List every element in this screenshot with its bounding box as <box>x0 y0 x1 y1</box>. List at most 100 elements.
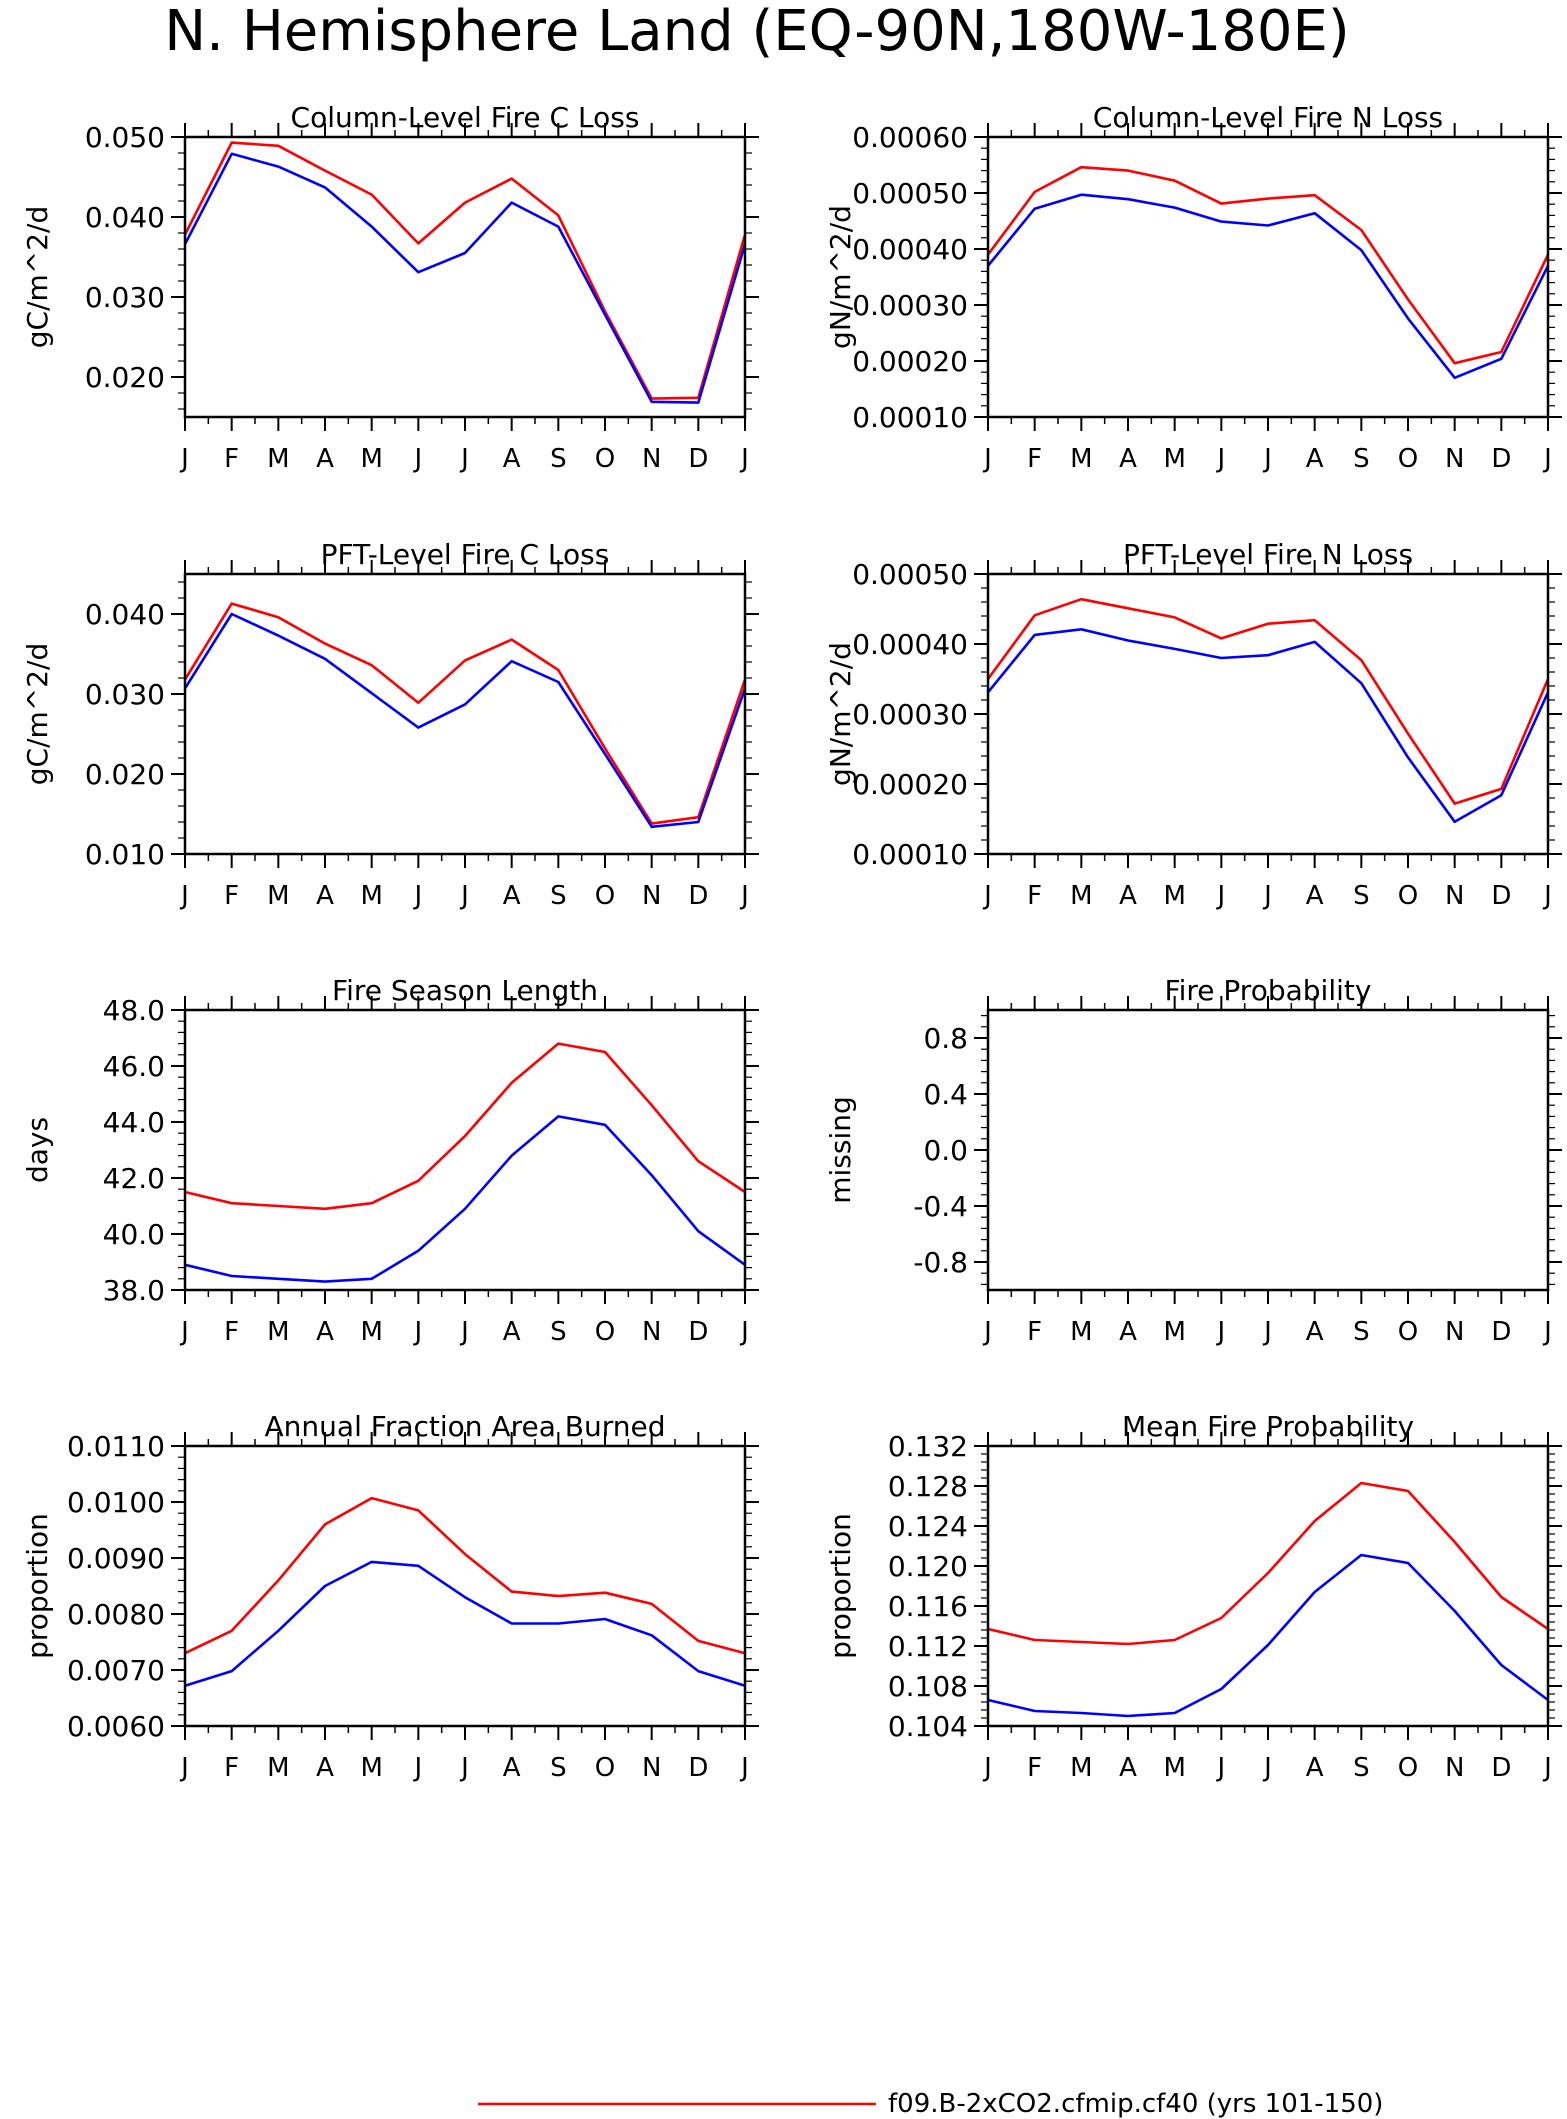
series-line <box>184 1560 746 1687</box>
x-tick-label: F <box>1027 881 1042 911</box>
y-tick-label: 0.108 <box>888 1670 968 1703</box>
y-axis-label: gC/m^2/d <box>21 643 54 786</box>
x-tick-label: J <box>982 444 992 474</box>
x-tick-label: J <box>459 1753 469 1783</box>
x-tick-label: A <box>1119 1753 1137 1783</box>
x-tick-label: N <box>642 444 661 474</box>
x-tick-label: J <box>179 444 189 474</box>
y-tick-label: 48.0 <box>103 994 165 1027</box>
y-tick-label: 0.010 <box>85 838 165 871</box>
y-tick-label: 40.0 <box>103 1218 165 1251</box>
x-tick-label: A <box>1306 444 1324 474</box>
x-tick-label: J <box>982 881 992 911</box>
x-tick-label: M <box>360 444 382 474</box>
x-tick-label: N <box>642 881 661 911</box>
x-tick-label: N <box>1445 1317 1464 1347</box>
y-tick-label: 0.132 <box>888 1430 968 1463</box>
x-tick-label: O <box>595 1317 615 1347</box>
y-tick-label: 0.00060 <box>852 121 968 154</box>
x-tick-label: J <box>982 1753 992 1783</box>
x-tick-label: A <box>1306 1317 1324 1347</box>
x-tick-label: J <box>739 1317 749 1347</box>
y-tick-label: 0.0 <box>923 1134 968 1167</box>
x-tick-label: O <box>1398 1317 1418 1347</box>
series-line <box>184 1115 746 1283</box>
x-tick-label: J <box>412 1753 422 1783</box>
y-tick-label: 0.4 <box>923 1078 968 1111</box>
x-tick-label: A <box>316 1753 334 1783</box>
y-tick-label: 0.00010 <box>852 401 968 434</box>
x-tick-label: S <box>550 881 567 911</box>
x-tick-label: J <box>739 444 749 474</box>
x-tick-label: J <box>739 881 749 911</box>
y-tick-label: 0.00050 <box>852 177 968 210</box>
y-tick-label: 0.00020 <box>852 345 968 378</box>
y-tick-label: 0.0070 <box>67 1654 165 1687</box>
x-tick-label: S <box>1353 1753 1370 1783</box>
x-tick-label: M <box>1163 881 1185 911</box>
x-tick-label: O <box>595 881 615 911</box>
x-tick-label: S <box>1353 881 1370 911</box>
y-tick-label: 0.120 <box>888 1550 968 1583</box>
y-tick-label: 0.0060 <box>67 1710 165 1743</box>
series-line <box>986 165 1550 365</box>
y-axis-label: days <box>21 1117 54 1183</box>
x-tick-label: D <box>1491 1317 1511 1347</box>
series-line <box>183 141 747 400</box>
x-tick-label: A <box>316 444 334 474</box>
series-line <box>986 597 1550 805</box>
x-tick-label: D <box>688 1317 708 1347</box>
legend-label: f09.B-2xCO2.cfmip.cf40 (yrs 101-150) <box>888 2089 1383 2119</box>
x-tick-label: J <box>412 1317 422 1347</box>
x-tick-label: A <box>1119 1317 1137 1347</box>
y-axis-label: missing <box>824 1096 857 1204</box>
y-tick-label: 0.0080 <box>67 1598 165 1631</box>
series-line <box>184 1496 746 1655</box>
x-tick-label: S <box>1353 1317 1370 1347</box>
plot-frame <box>986 1444 1550 1728</box>
figure-title: N. Hemisphere Land (EQ-90N,180W-180E) <box>164 0 1350 64</box>
y-tick-label: 0.128 <box>888 1470 968 1503</box>
x-tick-label: N <box>1445 881 1464 911</box>
x-tick-label: F <box>224 881 239 911</box>
y-tick-label: 0.00050 <box>852 558 968 591</box>
x-tick-label: D <box>688 881 708 911</box>
x-tick-label: F <box>224 444 239 474</box>
y-tick-label: 0.00030 <box>852 698 968 731</box>
x-tick-label: O <box>1398 444 1418 474</box>
plot-frame <box>183 1008 747 1292</box>
x-tick-label: M <box>267 1317 289 1347</box>
x-tick-label: J <box>1542 444 1552 474</box>
y-tick-label: 44.0 <box>103 1106 165 1139</box>
x-tick-label: A <box>316 881 334 911</box>
series-line <box>183 612 747 829</box>
x-tick-label: J <box>1262 1317 1272 1347</box>
x-tick-label: A <box>503 1317 521 1347</box>
x-tick-label: J <box>179 1317 189 1347</box>
y-axis-label: proportion <box>21 1513 54 1659</box>
y-tick-label: 0.020 <box>85 361 165 394</box>
x-tick-label: M <box>1163 444 1185 474</box>
x-tick-label: A <box>503 444 521 474</box>
x-tick-label: S <box>550 1753 567 1783</box>
x-tick-label: J <box>459 881 469 911</box>
x-tick-label: A <box>1119 881 1137 911</box>
y-tick-label: 0.00040 <box>852 628 968 661</box>
y-tick-label: 0.030 <box>85 281 165 314</box>
series-line <box>183 602 747 825</box>
x-tick-label: N <box>1445 444 1464 474</box>
x-tick-label: F <box>1027 444 1042 474</box>
legend: f09.B-2xCO2.cfmip.cf40 (yrs 101-150) <box>478 2089 1383 2119</box>
x-tick-label: F <box>224 1753 239 1783</box>
x-tick-label: S <box>550 1317 567 1347</box>
y-tick-label: 0.00010 <box>852 838 968 871</box>
